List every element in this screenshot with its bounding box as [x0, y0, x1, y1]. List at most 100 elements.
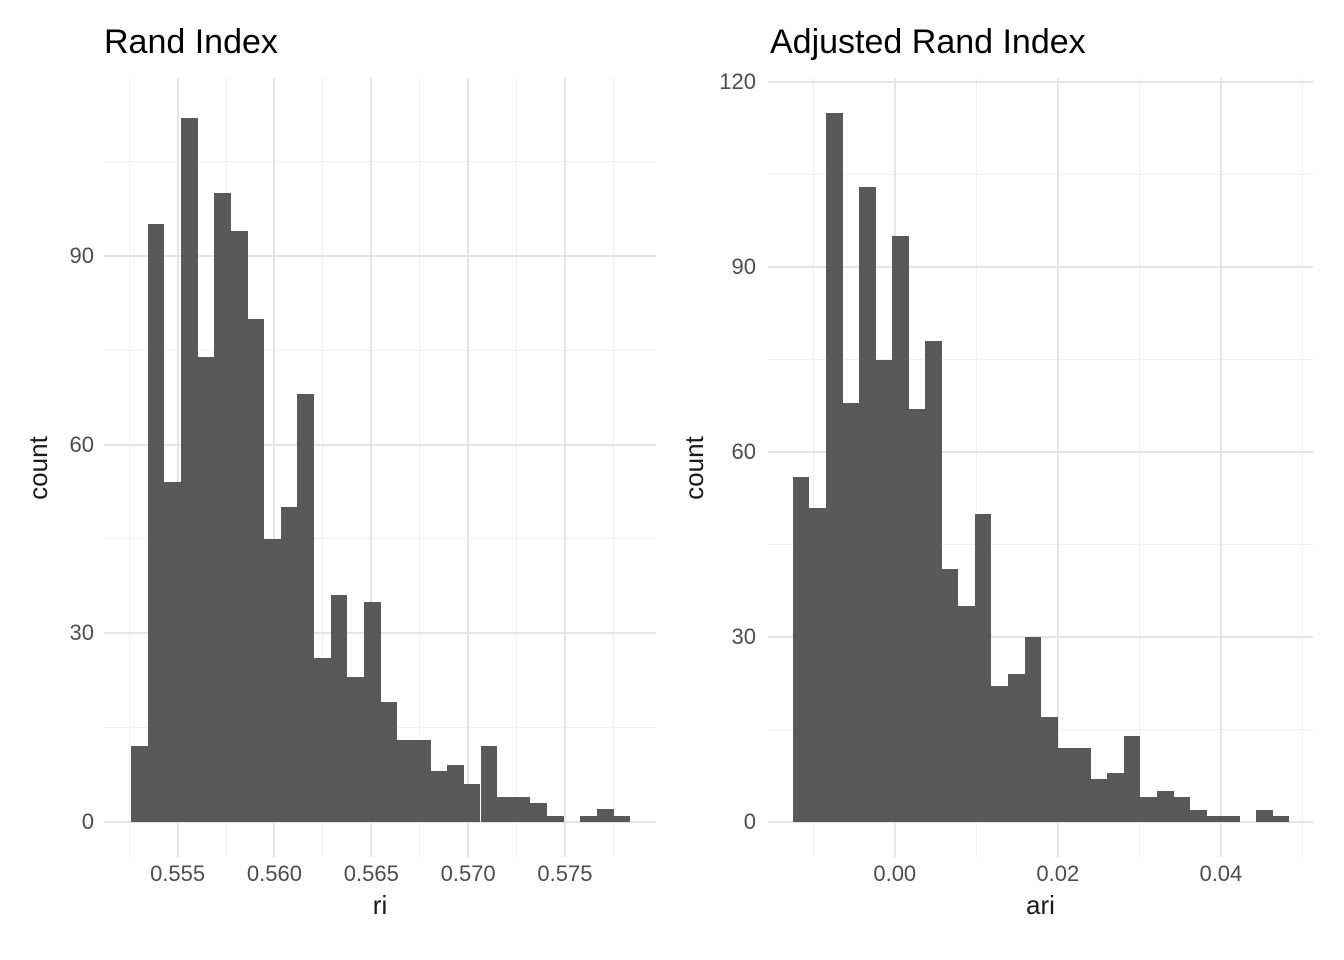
histogram-bar [214, 193, 231, 822]
y-major-gridline [768, 266, 1313, 269]
x-major-gridline [467, 78, 470, 857]
histogram-bar [875, 359, 893, 822]
y-minor-gridline [768, 544, 1313, 546]
histogram-bar [413, 740, 431, 822]
histogram-bar [1272, 815, 1290, 822]
histogram-bar [1156, 791, 1174, 822]
histogram-bar [1074, 747, 1091, 822]
x-major-gridline [273, 78, 276, 857]
histogram-bar [825, 113, 843, 822]
x-axis-tick-label: 0.00 [873, 861, 917, 886]
x-axis-tick-label: 0.565 [343, 861, 399, 886]
histogram-bar [1206, 815, 1224, 822]
x-major-gridline [1219, 78, 1222, 857]
histogram-bar [1008, 673, 1025, 822]
y-major-gridline [104, 254, 656, 257]
histogram-bar [513, 796, 531, 822]
x-minor-gridline [419, 78, 421, 857]
histogram-bar [1140, 797, 1157, 822]
chart-title: Rand Index [104, 23, 278, 61]
x-minor-gridline [322, 78, 324, 857]
plot-panel [768, 78, 1313, 857]
histogram-bar [297, 394, 315, 822]
x-axis-title: ri [372, 890, 388, 920]
histogram-bar [364, 601, 381, 822]
chart-adjusted-rand-index: Adjusted Rand Index count 0 30 60 90 120 0.0… [672, 0, 1344, 960]
y-axis-tick-label: 30 [69, 620, 94, 646]
histogram-bar [1107, 772, 1124, 822]
histogram-bar [530, 802, 548, 822]
histogram-bar [463, 784, 481, 822]
histogram-bar [892, 236, 909, 822]
chart-rand-index: Rand Index count 0 30 60 90 0.555 0.560 0.565… [23, 23, 656, 920]
x-minor-gridline [812, 78, 814, 857]
histogram-bar [280, 507, 298, 822]
histogram-bar [974, 513, 992, 822]
x-minor-gridline [1301, 78, 1303, 857]
y-axis-tick-label: 90 [731, 254, 756, 280]
histogram-bar [147, 224, 165, 822]
histogram-bar [1123, 735, 1141, 822]
x-major-gridline [1056, 78, 1059, 857]
x-major-gridline [176, 78, 179, 857]
histogram-bar [941, 569, 959, 822]
y-major-gridline [104, 820, 656, 823]
chart-title: Adjusted Rand Index [770, 23, 1086, 61]
y-axis-title: count [23, 435, 53, 500]
histogram-bar [314, 658, 331, 822]
x-major-gridline [370, 78, 373, 857]
y-major-gridline [768, 451, 1313, 454]
histogram-bar [1190, 809, 1207, 822]
y-axis-tick-label: 0 [743, 808, 756, 834]
y-axis-tick-label: 120 [719, 69, 756, 95]
y-minor-gridline [104, 161, 656, 163]
histogram-bar [1173, 797, 1191, 822]
y-axis-tick-label: 30 [731, 623, 756, 649]
histogram-bar [197, 356, 215, 822]
histogram-bar [330, 595, 348, 822]
x-major-gridline [563, 78, 566, 857]
histogram-bar [991, 686, 1008, 822]
y-axis-tick-label: 90 [69, 242, 94, 268]
histogram-bar [247, 318, 265, 822]
x-minor-gridline [975, 78, 977, 857]
y-major-gridline [768, 81, 1313, 84]
x-axis-tick-label: 0.570 [440, 861, 496, 886]
histogram-bar [447, 765, 464, 822]
x-axis-tick-label: 0.575 [537, 861, 593, 886]
histogram-bar [1223, 815, 1240, 822]
histogram-bar [958, 606, 975, 822]
y-axis-tick-label: 60 [69, 431, 94, 457]
histogram-bar [908, 408, 926, 822]
histogram-bar [264, 538, 281, 822]
y-minor-gridline [768, 359, 1313, 361]
histogram-bar [596, 809, 614, 822]
histogram-bar [1024, 636, 1042, 822]
y-major-gridline [104, 443, 656, 446]
x-minor-gridline [516, 78, 518, 857]
x-axis-title: ari [1026, 890, 1055, 920]
x-axis-tick-label: 0.04 [1199, 861, 1243, 886]
histogram-bar [1057, 747, 1075, 822]
y-minor-gridline [768, 174, 1313, 176]
histogram-bar [497, 796, 514, 822]
plot-panel [104, 78, 656, 857]
histogram-bar [1256, 809, 1273, 822]
histogram-bar [547, 815, 564, 822]
histogram-bar [792, 476, 810, 822]
histogram-bar [480, 746, 498, 822]
histogram-bar [347, 677, 365, 822]
histogram-bar [380, 702, 398, 822]
histogram-bar [164, 482, 182, 822]
x-minor-gridline [1138, 78, 1140, 857]
y-axis-tick-label: 0 [81, 808, 94, 834]
y-major-gridline [768, 820, 1313, 823]
x-axis-tick-label: 0.560 [246, 861, 302, 886]
histogram-bar [842, 402, 860, 822]
y-minor-gridline [104, 538, 656, 540]
x-minor-gridline [128, 78, 130, 857]
histogram-bar [1041, 717, 1058, 822]
histogram-bar [430, 771, 448, 822]
y-axis-title: count [679, 435, 709, 500]
